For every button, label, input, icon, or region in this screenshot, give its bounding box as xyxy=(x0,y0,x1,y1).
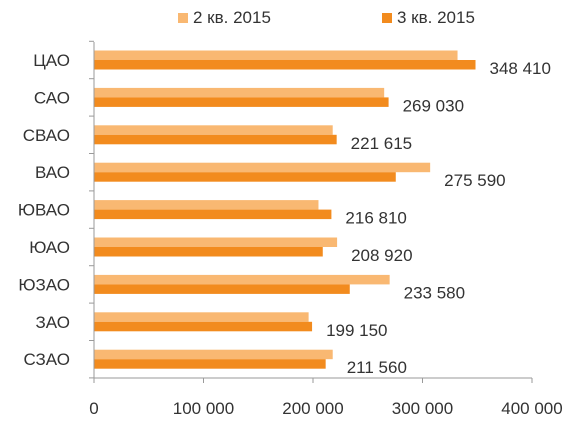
data-label: 269 030 xyxy=(403,96,464,115)
category-label: САО xyxy=(34,88,70,107)
x-tick-label: 100 000 xyxy=(173,399,234,418)
bar-2-1 xyxy=(94,60,476,70)
bar-2-9 xyxy=(94,359,326,369)
category-label: ЮАО xyxy=(29,238,70,257)
bar-1-8 xyxy=(94,312,309,322)
category-label: ЮВАО xyxy=(18,201,70,220)
data-label: 348 410 xyxy=(490,59,551,78)
bar-1-2 xyxy=(94,87,385,98)
x-tick-label: 0 xyxy=(89,399,98,418)
category-label: ЦАО xyxy=(33,51,70,70)
category-labels: ЦАО САО СВАО ВАО ЮВАО ЮАО ЮЗАО ЗАО СЗАО xyxy=(18,51,70,369)
category-label: ВАО xyxy=(35,163,70,182)
category-label: СВАО xyxy=(23,126,70,145)
legend-swatch-2 xyxy=(382,13,392,23)
bar-1-9 xyxy=(94,349,333,360)
bar-2-4 xyxy=(94,172,396,182)
legend-swatch-1 xyxy=(178,13,188,23)
bar-2-5 xyxy=(94,209,332,220)
category-label: СЗАО xyxy=(23,350,70,369)
bar-1-6 xyxy=(94,237,338,247)
x-tick-labels: 0 100 000 200 000 300 000 400 000 xyxy=(89,399,562,418)
data-labels: 348 410 269 030 221 615 275 590 216 810 208 9… xyxy=(326,59,551,377)
legend: 2 кв. 2015 3 кв. 2015 xyxy=(178,8,475,27)
axes xyxy=(89,40,533,383)
bar-1-4 xyxy=(94,162,431,173)
legend-label-2: 3 кв. 2015 xyxy=(397,8,475,27)
bar-2-8 xyxy=(94,321,313,332)
data-label: 216 810 xyxy=(345,209,406,228)
data-label: 199 150 xyxy=(326,321,387,340)
bar-2-6 xyxy=(94,247,323,257)
x-tick-label: 400 000 xyxy=(501,399,562,418)
bars xyxy=(94,50,476,369)
data-label: 221 615 xyxy=(351,134,412,153)
bar-2-2 xyxy=(94,97,389,107)
data-label: 275 590 xyxy=(444,171,505,190)
bar-1-7 xyxy=(94,274,390,285)
bar-1-5 xyxy=(94,200,319,210)
category-label: ЗАО xyxy=(36,313,70,332)
x-tick-label: 200 000 xyxy=(282,399,343,418)
data-label: 211 560 xyxy=(347,358,407,377)
bar-1-1 xyxy=(94,50,458,60)
bar-2-7 xyxy=(94,284,350,294)
data-label: 233 580 xyxy=(404,283,465,302)
bar-1-3 xyxy=(94,125,333,135)
x-tick-label: 300 000 xyxy=(392,399,453,418)
category-label: ЮЗАО xyxy=(18,275,70,294)
data-label: 208 920 xyxy=(351,246,412,265)
bar-2-3 xyxy=(94,134,337,145)
legend-label-1: 2 кв. 2015 xyxy=(193,8,271,27)
